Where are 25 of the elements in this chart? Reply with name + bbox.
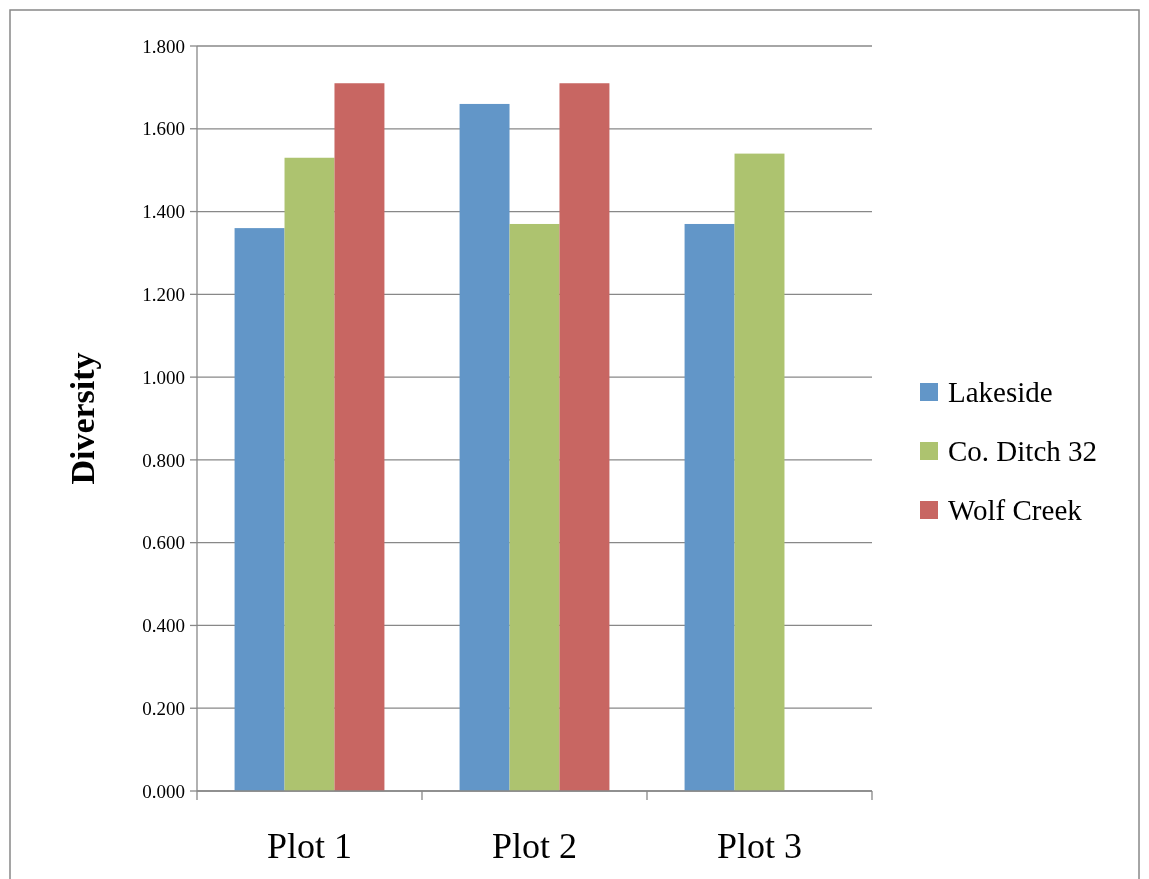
x-tick-label: Plot 1: [266, 826, 353, 866]
bar: [284, 157, 335, 791]
y-tick-label: 1.200: [142, 283, 185, 305]
y-tick-label: 0.600: [142, 532, 185, 554]
y-tick-label: 1.000: [142, 366, 185, 388]
y-axis-title: Diversity: [64, 352, 101, 485]
bar: [559, 83, 610, 791]
bar: [334, 83, 385, 791]
y-tick-label: 1.400: [142, 201, 185, 223]
y-tick-label: 1.800: [142, 35, 185, 57]
legend-label: Wolf Creek: [948, 494, 1083, 527]
legend-label: Co. Ditch 32: [948, 435, 1098, 468]
bar: [734, 153, 785, 791]
y-tick-label: 0.400: [142, 615, 185, 637]
legend-label: Lakeside: [948, 376, 1053, 409]
y-tick-label: 0.800: [142, 449, 185, 471]
bar: [459, 103, 510, 791]
y-tick-label: 0.200: [142, 697, 185, 719]
bar: [684, 223, 735, 791]
bar: [509, 223, 560, 791]
x-tick-label: Plot 2: [491, 826, 578, 866]
bar: [234, 228, 285, 791]
x-tick-label: Plot 3: [716, 826, 803, 866]
y-tick-label: 0.000: [142, 780, 185, 802]
y-tick-label: 1.600: [142, 118, 185, 140]
